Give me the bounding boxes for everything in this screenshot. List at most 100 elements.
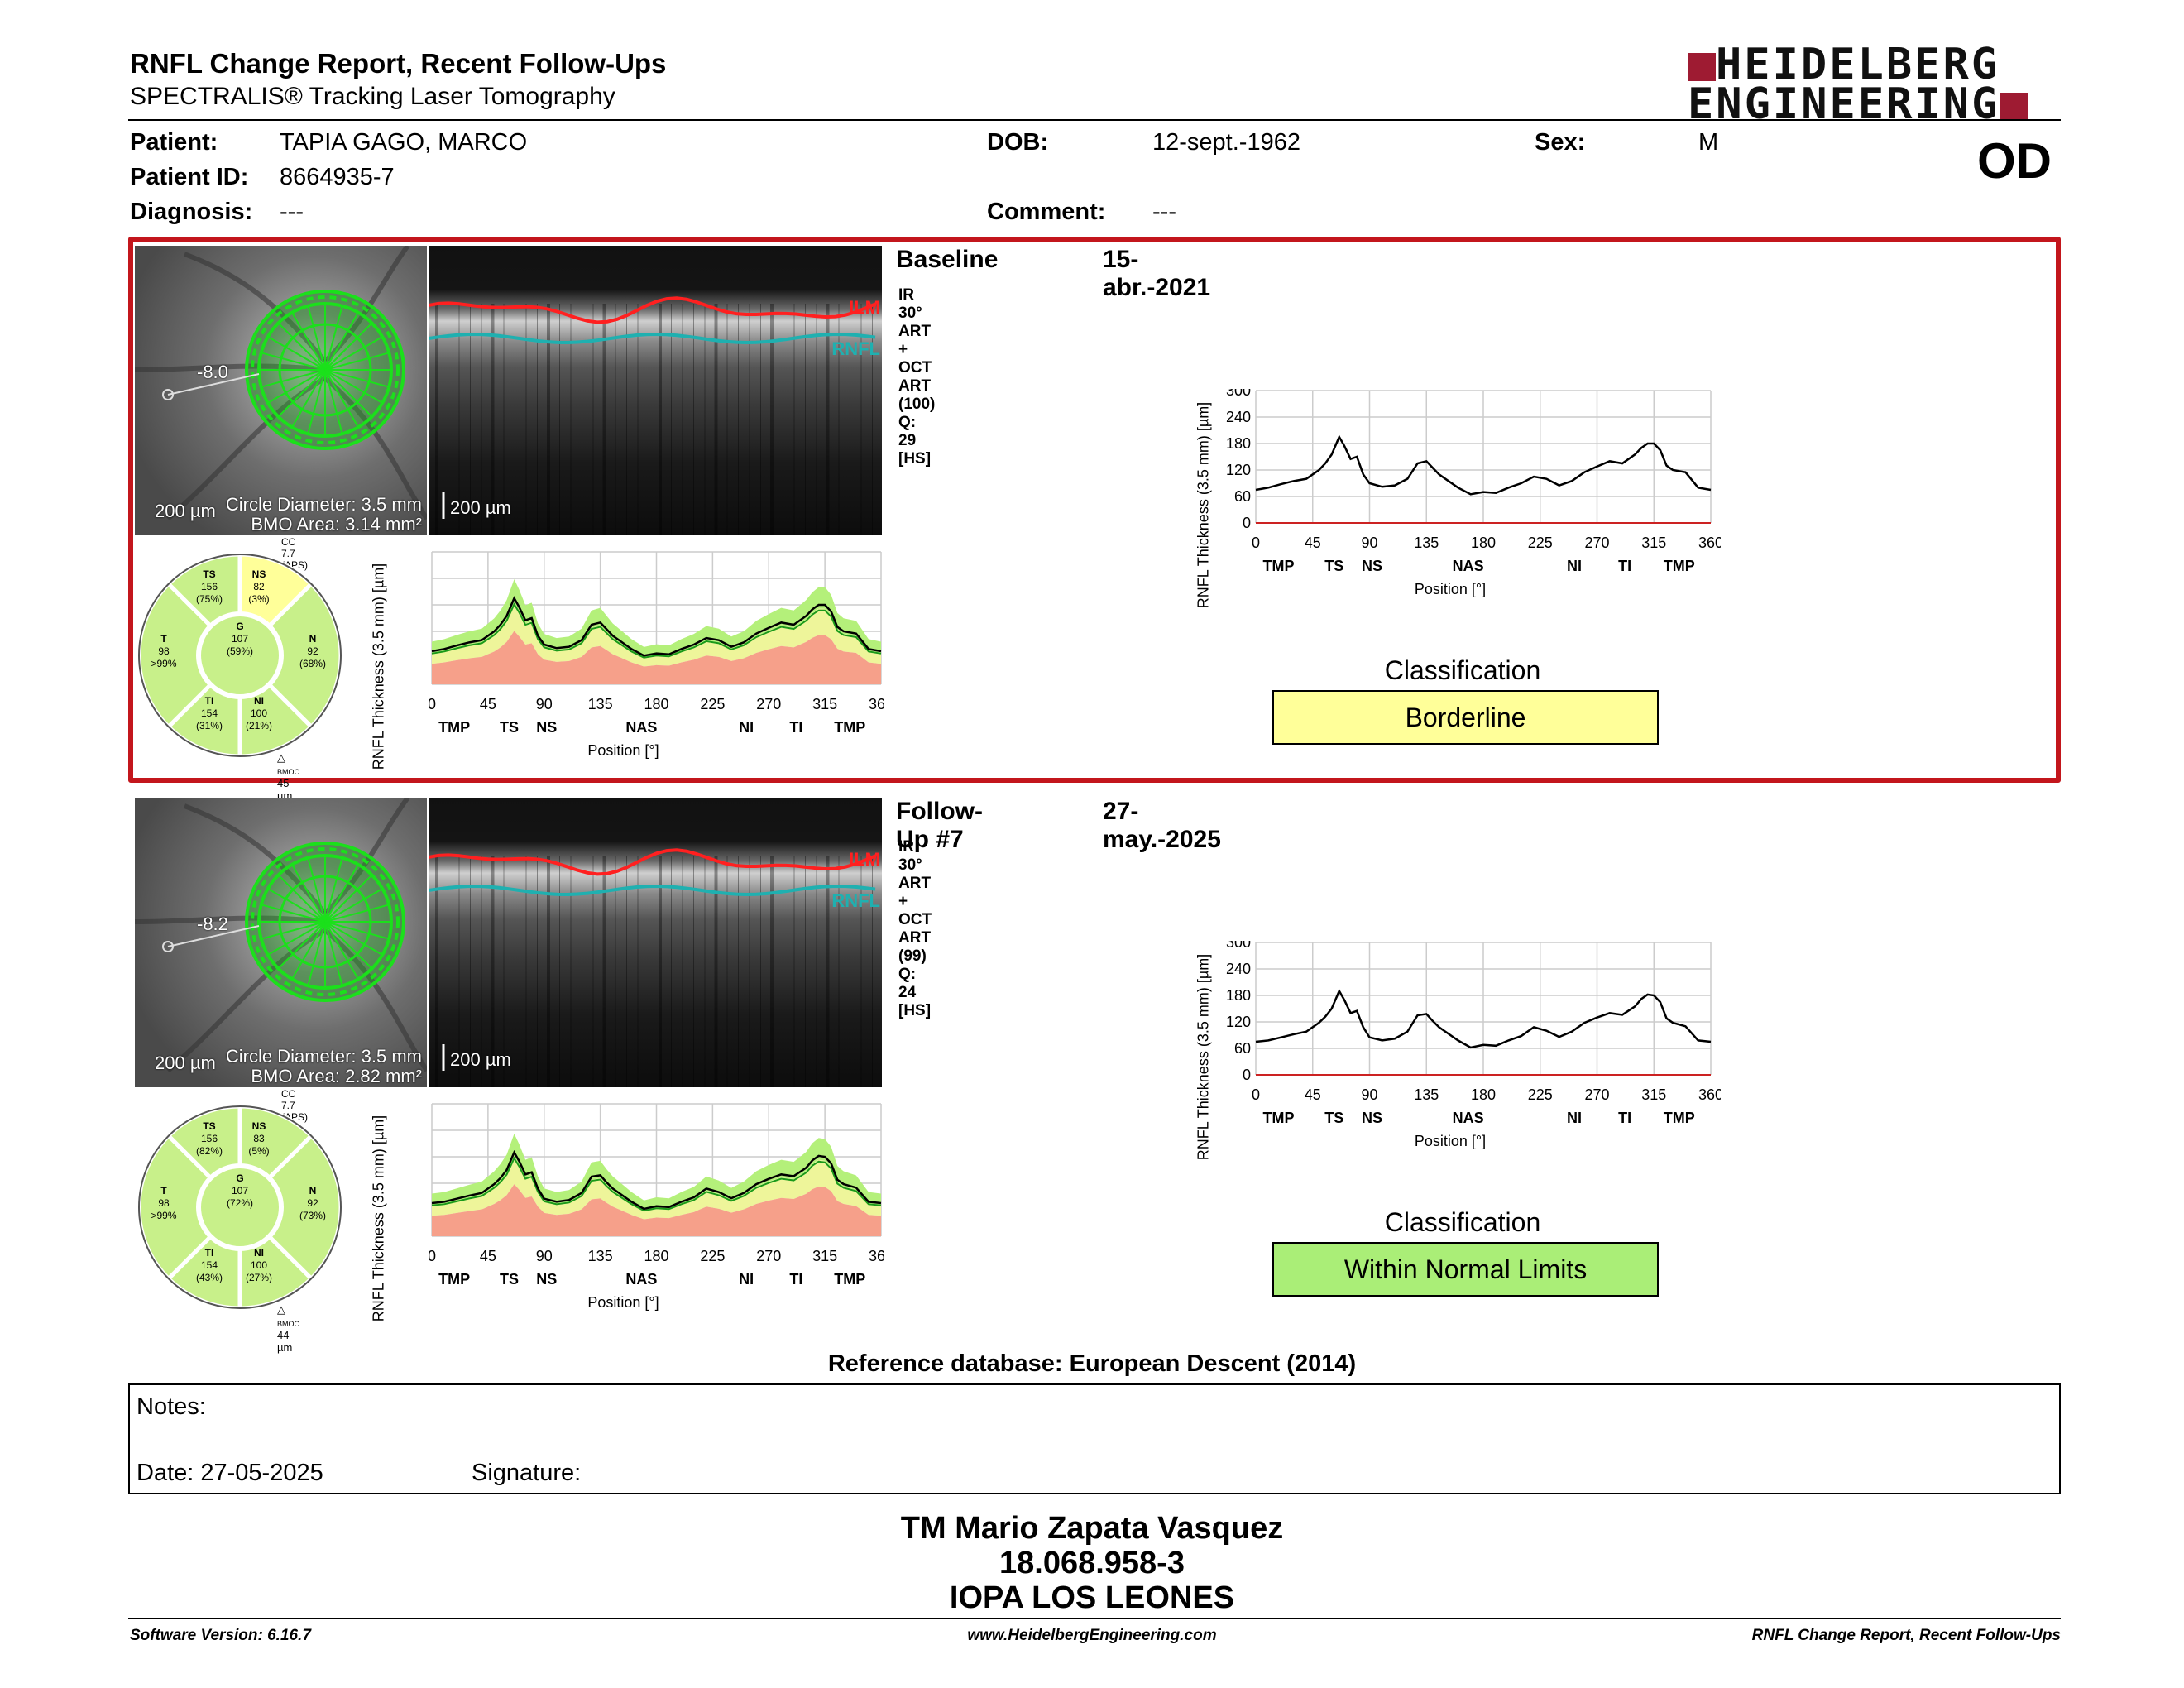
- website-link[interactable]: www.HeidelbergEngineering.com: [967, 1627, 1217, 1644]
- x-tick-label: 90: [1361, 1086, 1377, 1103]
- sector-percentile: >99%: [151, 1210, 177, 1221]
- radial-scan-line: [277, 921, 326, 970]
- sector-label: NI: [254, 695, 264, 707]
- sector-value: 92: [307, 1197, 318, 1209]
- sector-value: 107: [231, 1185, 249, 1196]
- sector-label: N: [309, 1185, 317, 1196]
- region-label: NS: [536, 719, 557, 736]
- x-tick-label: 225: [1528, 535, 1553, 551]
- circle-diameter: Circle Diameter: 3.5 mm: [225, 1046, 422, 1067]
- sector-value: 92: [307, 645, 318, 657]
- fovea-marker: [162, 941, 174, 952]
- region-label: TI: [789, 719, 802, 736]
- x-tick-label: 360: [1698, 535, 1721, 551]
- region-label: TS: [500, 1271, 519, 1288]
- sector-label: TS: [203, 1120, 216, 1132]
- sector-label: T: [160, 1185, 167, 1196]
- region-label: TI: [1618, 1110, 1631, 1126]
- x-axis-label: Position [°]: [1415, 1133, 1486, 1149]
- ilm-line: [429, 296, 876, 324]
- y-tick-label: 60: [1234, 488, 1251, 505]
- sector-value: 156: [200, 1133, 218, 1144]
- x-axis-label: Position [°]: [587, 1294, 659, 1311]
- sector-percentile: (5%): [248, 1145, 270, 1157]
- sector-percentile: (59%): [226, 645, 253, 657]
- radial-scan-line: [291, 921, 326, 980]
- x-tick-label: 360: [869, 1248, 884, 1264]
- circle-diameter: Circle Diameter: 3.5 mm: [225, 494, 422, 515]
- y-axis-label: RNFL Thickness (3.5 mm) [µm]: [1195, 401, 1212, 609]
- report-subtitle: SPECTRALIS® Tracking Laser Tomography: [130, 83, 615, 110]
- footer-report-name: RNFL Change Report, Recent Follow-Ups: [1751, 1627, 2061, 1644]
- x-tick-label: 90: [536, 696, 553, 712]
- oct-scale: 200 µm: [450, 1049, 511, 1070]
- radial-scan-line: [324, 921, 383, 956]
- sex-value: M: [1698, 129, 1719, 156]
- exam-date: 27-may.-2025: [1103, 798, 1221, 853]
- region-label: TS: [1324, 558, 1343, 574]
- sector-label: TS: [203, 568, 216, 580]
- radial-scan-line: [324, 312, 359, 371]
- sector-percentile: (31%): [195, 720, 223, 731]
- radial-scan-line: [261, 352, 326, 371]
- oct-bscan-image: ILM RNFL 200 µm: [429, 246, 882, 535]
- x-tick-label: 270: [756, 696, 781, 712]
- notes-label: Notes:: [136, 1393, 206, 1420]
- y-axis-label: RNFL Thickness (3.5 mm) [µm]: [1195, 953, 1212, 1161]
- radial-scan-line: [307, 921, 326, 986]
- x-tick-label: 360: [869, 696, 884, 712]
- x-tick-label: 180: [1471, 535, 1496, 551]
- oct-bscan-image: ILM RNFL 200 µm: [429, 798, 882, 1087]
- radial-scan-line: [324, 921, 343, 986]
- sector-ts: TS 156 (82%): [184, 1120, 234, 1158]
- eye-indicator: OD: [1977, 133, 2052, 189]
- x-tick-label: 315: [1641, 1086, 1666, 1103]
- sector-g: G 107 (59%): [215, 621, 265, 658]
- sector-label: NS: [251, 1120, 266, 1132]
- sector-value: 154: [200, 707, 218, 719]
- exam-date: 15-abr.-2021: [1103, 246, 1211, 301]
- sector-outline: [138, 554, 342, 757]
- bmo-delta: △ BMOC 45 µm: [277, 751, 299, 802]
- sector-t: T 98 >99%: [139, 1185, 189, 1222]
- angle-line: [167, 373, 260, 396]
- normal-band: [432, 1134, 881, 1211]
- sector-t: T 98 >99%: [139, 633, 189, 670]
- radial-scan-line: [267, 921, 326, 956]
- logo-square-icon: [1688, 53, 1716, 81]
- region-label: TMP: [834, 719, 865, 736]
- bmo-area: BMO Area: 2.82 mm²: [251, 1066, 422, 1086]
- x-tick-label: 135: [588, 696, 613, 712]
- radial-scan-line: [261, 369, 326, 388]
- radial-scan-line: [324, 369, 343, 434]
- scan-circle-ring: [245, 842, 405, 1002]
- fundus-angle: -8.0: [197, 362, 228, 382]
- y-tick-label: 240: [1226, 961, 1251, 977]
- radial-scan-line: [324, 874, 373, 923]
- sector-label: NI: [254, 1247, 264, 1259]
- region-label: TI: [1618, 558, 1631, 574]
- radial-scan-line: [324, 921, 390, 940]
- x-axis-label: Position [°]: [587, 742, 659, 759]
- rnfl-label: RNFL: [831, 890, 880, 911]
- region-label: NI: [739, 1271, 754, 1288]
- radial-scan-line: [261, 921, 326, 940]
- x-tick-label: 45: [480, 696, 496, 712]
- sector-n: N 92 (73%): [288, 1185, 338, 1222]
- sector-n: N 92 (68%): [288, 633, 338, 670]
- baseline-frame: [128, 237, 2061, 783]
- dob-label: DOB:: [987, 129, 1049, 156]
- scan-info: IR 30° ART + OCT ART (99) Q: 24 [HS]: [898, 838, 932, 1019]
- outside-normal-band: [432, 631, 881, 684]
- y-axis-label: RNFL Thickness (3.5 mm) [µm]: [370, 1115, 387, 1322]
- radial-scan-line: [324, 904, 390, 923]
- exam-name: Follow-Up #7: [896, 798, 983, 853]
- rnfl-label: RNFL: [831, 338, 880, 359]
- radial-scan-line: [324, 305, 343, 371]
- sector-percentile: >99%: [151, 658, 177, 669]
- radial-scan-line: [291, 369, 326, 428]
- radial-scan-line: [291, 312, 326, 371]
- report-title: RNFL Change Report, Recent Follow-Ups: [130, 48, 667, 79]
- sector-label: N: [309, 633, 317, 645]
- software-version: Software Version: 6.16.7: [130, 1627, 311, 1644]
